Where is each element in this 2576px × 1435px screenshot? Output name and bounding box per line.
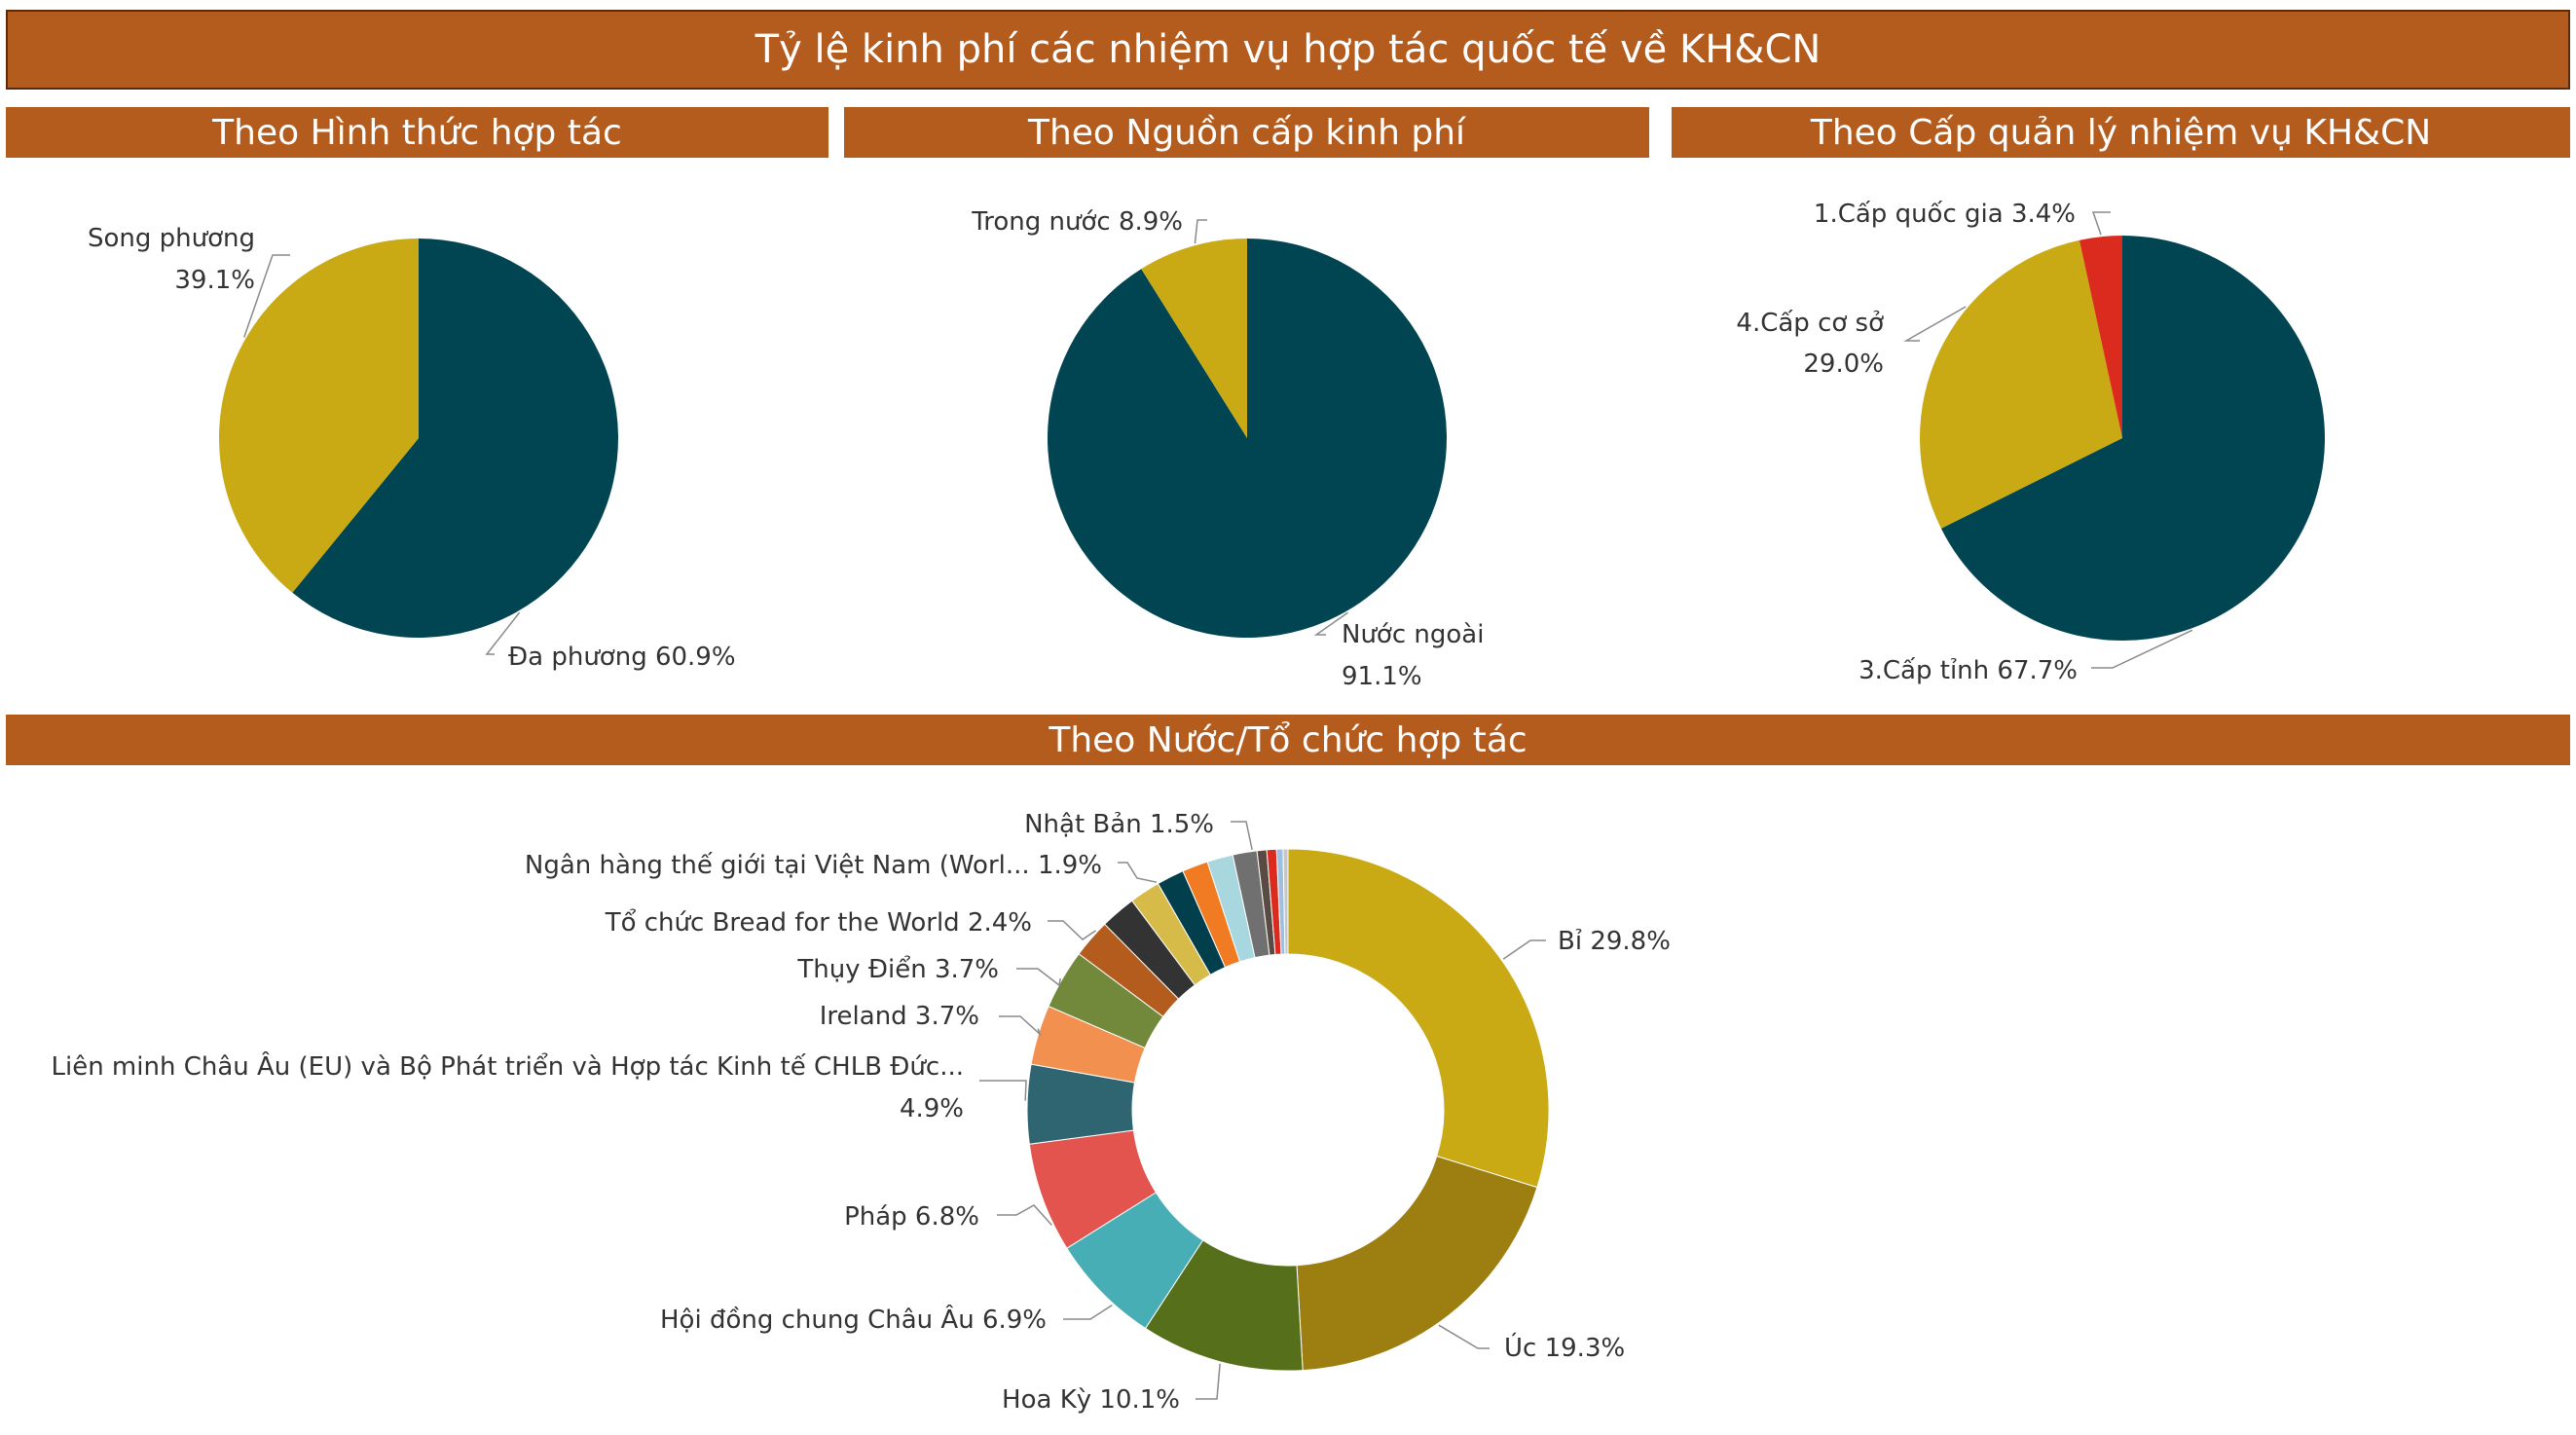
leader-line-hoi-dong-chung-chau-au [1063,1305,1113,1320]
leader-line-hoa-ky [1196,1363,1221,1400]
slice-label-nhat-ban: Nhật Bản 1.5% [1024,810,1214,839]
leader-line-4-cap-co-so [1903,306,1967,342]
leader-line-thuy-dien [1016,968,1061,987]
slice-label-nuoc-ngoai: Nước ngoài [1342,620,1484,649]
pie-chart-source: Nước ngoài 91.1% Trong nước 8.9% [971,207,1484,691]
slice-label-trong-nuoc: Trong nước 8.9% [971,207,1183,237]
leader-line-bi [1502,939,1546,960]
slice-label-da-phuong: Đa phương 60.9% [508,643,736,672]
slice-da-phuong[interactable] [292,239,618,639]
slice-label-4-cap-co-so: 4.Cấp cơ sở [1736,309,1884,338]
leader-line-to-chuc-bread-for-the-world [1048,920,1096,940]
page-title: Tỷ lệ kinh phí các nhiệm vụ hợp tác quốc… [6,10,2570,90]
slice-label-lien-minh-chau-au-eu-va-bo-phat-trien-va-value: 4.9% [900,1094,964,1123]
section-header-form: Theo Hình thức hợp tác [6,107,828,158]
leader-line-uc [1438,1324,1490,1349]
leader-line-phap [997,1204,1052,1226]
slice-slice-18[interactable] [1282,848,1289,955]
slice-song-phuong[interactable] [219,239,419,593]
slice-label-to-chuc-bread-for-the-world: Tổ chức Bread for the World 2.4% [605,907,1032,938]
donut-chart-country: Bỉ 29.8% Úc 19.3% Hoa Kỳ 10.1% Hội đồng chu… [51,810,1670,1415]
slice-3-cap-tinh[interactable] [1940,236,2326,642]
slice-label-thuy-dien: Thụy Điển 3.7% [796,954,999,984]
slice-1-cap-quoc-gia[interactable] [2079,236,2122,438]
slice-label-song-phuong-value: 39.1% [174,266,255,295]
leader-line-trong-nuoc [1194,219,1207,244]
slice-label-ngan-hang-the-gioi-tai-viet-nam-worl: Ngân hàng thế giới tại Việt Nam (Worl...… [525,851,1102,880]
section-header-country: Theo Nước/Tổ chức hợp tác [6,715,2570,765]
slice-trong-nuoc[interactable] [1141,239,1247,438]
slice-uc[interactable] [1296,1155,1538,1372]
leader-line-1-cap-quoc-gia [2091,211,2111,236]
slice-label-song-phuong: Song phương [88,224,255,253]
section-header-level: Theo Cấp quản lý nhiệm vụ KH&CN [1672,107,2570,158]
leader-line-da-phuong [485,611,521,655]
slice-label-lien-minh-chau-au-eu-va-bo-phat-trien-va: Liên minh Châu Âu (EU) và Bộ Phát triển … [51,1050,964,1082]
leader-line-song-phuong [243,254,290,338]
slice-label-nuoc-ngoai-value: 91.1% [1342,662,1422,691]
slice-label-uc: Úc 19.3% [1504,1332,1625,1363]
section-header-source: Theo Nguồn cấp kinh phí [844,107,1649,158]
pie-chart-level: 3.Cấp tỉnh 67.7% 4.Cấp cơ sở 29.0% 1.Cấp qu… [1736,200,2326,685]
slice-label-1-cap-quoc-gia: 1.Cấp quốc gia 3.4% [1814,200,2076,229]
leader-line-nhat-ban [1231,821,1253,851]
pie-chart-form: Đa phương 60.9% Song phương 39.1% [88,224,736,672]
slice-label-phap: Pháp 6.8% [844,1202,979,1232]
leader-line-lien-minh-chau-au-eu-va-bo-phat-trien-va [979,1080,1027,1101]
slice-label-hoa-ky: Hoa Kỳ 10.1% [1002,1385,1180,1415]
slice-label-3-cap-tinh: 3.Cấp tỉnh 67.7% [1858,656,2078,685]
slice-bi[interactable] [1287,848,1550,1189]
leader-line-3-cap-tinh [2091,629,2193,669]
leader-line-ireland [999,1015,1042,1037]
leader-line-ngan-hang-the-gioi-tai-viet-nam-worl [1118,862,1158,883]
slice-label-hoi-dong-chung-chau-au: Hội đồng chung Châu Âu 6.9% [660,1304,1047,1335]
slice-label-4-cap-co-so-value: 29.0% [1803,350,1884,379]
slice-4-cap-co-so[interactable] [1919,239,2122,529]
slice-label-bi: Bỉ 29.8% [1558,927,1671,956]
leader-line-nuoc-ngoai [1313,611,1348,636]
slice-label-ireland: Ireland 3.7% [820,1002,979,1031]
